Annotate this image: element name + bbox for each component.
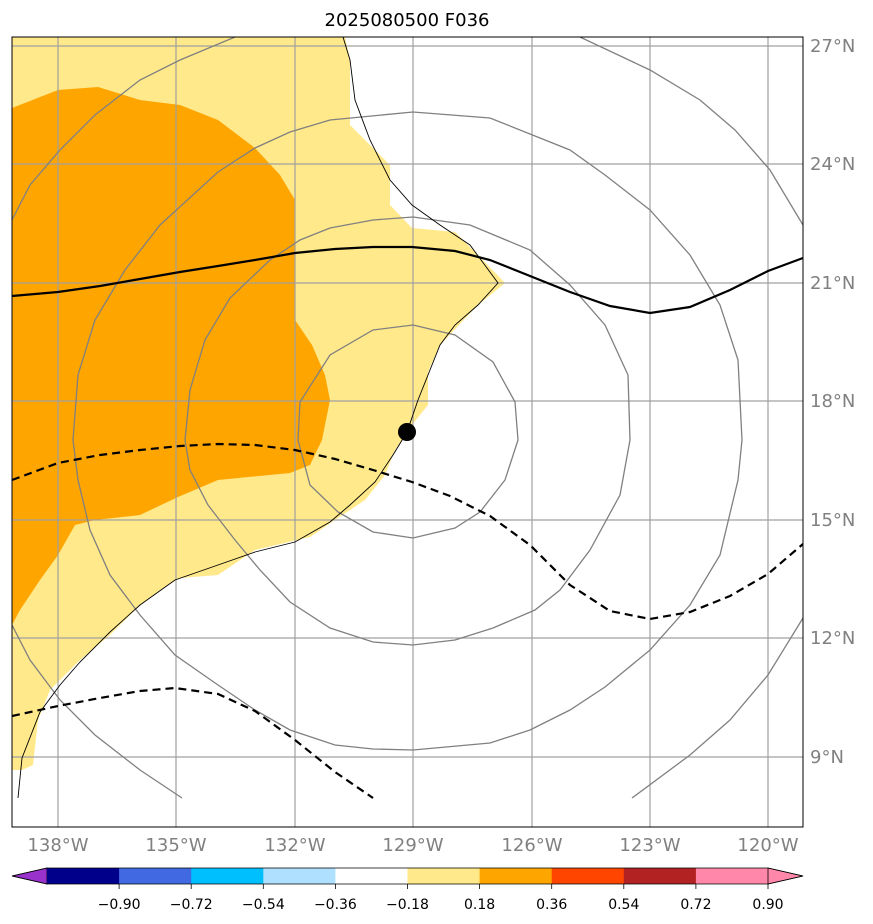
colorbar-segment	[263, 868, 336, 884]
colorbar-tick-label: −0.18	[386, 897, 429, 913]
colorbar-segment	[479, 868, 553, 884]
colorbar-outline	[11, 867, 804, 885]
anomaly-shade-dark	[12, 87, 330, 625]
colorbar-segment	[191, 868, 264, 884]
storm-center-marker	[398, 423, 416, 441]
colorbar-tick-label: 0.18	[464, 897, 495, 913]
lon-label: 126°W	[501, 835, 562, 856]
colorbar-tick-label: −0.54	[242, 897, 285, 913]
colorbar-segment	[119, 868, 192, 884]
colorbar-tick-label: 0.90	[752, 897, 783, 913]
map-area	[12, 37, 803, 827]
longitude-labels: 138°W 135°W 132°W 129°W 126°W 123°W 120°W	[27, 835, 798, 856]
lon-label: 132°W	[264, 835, 325, 856]
colorbar-tick-label: 0.72	[680, 897, 711, 913]
colorbar-segment	[551, 868, 625, 884]
colorbar-segment	[47, 868, 120, 884]
latitude-labels: 27°N 24°N 21°N 18°N 15°N 12°N 9°N	[810, 36, 855, 768]
colorbar-labels: −0.90 −0.72 −0.54 −0.36 −0.18 0.18 0.36 0.54 0.7…	[98, 884, 784, 913]
lon-label: 129°W	[382, 835, 443, 856]
lat-label: 15°N	[810, 510, 855, 531]
contour-ring-4-south-west	[12, 624, 183, 799]
lat-label: 12°N	[810, 628, 855, 649]
thick-solid-contour	[12, 245, 803, 315]
contour-ring-4-east	[579, 37, 803, 226]
colorbar-tick-label: −0.72	[170, 897, 213, 913]
map-frame	[11, 36, 804, 828]
lat-label: 27°N	[810, 36, 855, 57]
colorbar-tick-label: 0.36	[536, 897, 567, 913]
contour-ring-4-south-east	[631, 617, 803, 799]
dashed-contour-middle	[12, 442, 803, 621]
contour-group	[12, 37, 803, 799]
colorbar-segment	[407, 868, 481, 884]
contour-ring-4	[12, 37, 236, 221]
dashed-contour-bottom	[12, 686, 374, 799]
colorbar-tick-label: −0.36	[314, 897, 357, 913]
lat-label: 24°N	[810, 154, 855, 175]
lon-label: 138°W	[27, 835, 88, 856]
lat-label: 9°N	[810, 747, 844, 768]
contour-ring-2	[184, 216, 631, 646]
lon-label: 123°W	[619, 835, 680, 856]
colorbar-segment	[623, 868, 697, 884]
figure-title: 2025080500 F036	[325, 10, 490, 31]
colorbar-tick-label: 0.54	[608, 897, 639, 913]
colorbar-extend-high	[767, 867, 804, 885]
colorbar-segment	[335, 868, 408, 884]
lat-label: 21°N	[810, 273, 855, 294]
colorbar-segment	[695, 868, 769, 884]
lon-label: 120°W	[737, 835, 798, 856]
colorbar-extend-low	[11, 867, 48, 885]
lon-label: 135°W	[145, 835, 206, 856]
thin-contour-line	[17, 37, 499, 799]
lat-label: 18°N	[810, 391, 855, 412]
contour-ring-3	[72, 111, 743, 751]
contour-ring-1	[297, 324, 519, 539]
graticule	[12, 37, 803, 827]
colorbar-tick-label: −0.90	[98, 897, 141, 913]
colorbar	[11, 867, 804, 885]
